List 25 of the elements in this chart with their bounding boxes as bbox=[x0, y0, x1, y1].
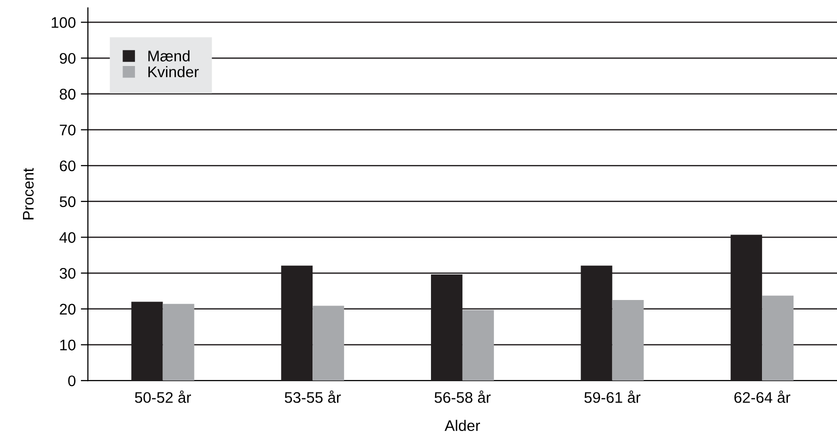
y-tick-label: 100 bbox=[52, 17, 76, 28]
x-tick-label: 50-52 år bbox=[134, 390, 191, 403]
y-tick-label: 70 bbox=[60, 124, 76, 136]
y-tick-label: 40 bbox=[59, 232, 76, 243]
bar bbox=[762, 296, 794, 381]
y-axis-title: Procent bbox=[23, 168, 34, 220]
x-tick-label: 53-55 år bbox=[284, 390, 341, 403]
y-tick-label: 50 bbox=[60, 196, 76, 208]
x-tick-label: 59-61 år bbox=[584, 390, 640, 403]
y-tick-label: 60 bbox=[60, 160, 76, 172]
bar bbox=[462, 310, 494, 381]
bar bbox=[162, 304, 194, 381]
legend-label: Kvinder bbox=[148, 66, 199, 78]
x-tick-label: 56-58 år bbox=[434, 390, 491, 403]
x-tick-label: 62-64 år bbox=[734, 390, 790, 403]
legend-label: Mænd bbox=[148, 50, 190, 62]
y-tick-label: 80 bbox=[60, 88, 76, 100]
bar bbox=[612, 300, 644, 381]
y-tick-label: 0 bbox=[68, 375, 76, 386]
y-tick-label: 30 bbox=[60, 268, 76, 279]
x-axis-title: Alder bbox=[444, 420, 480, 432]
y-tick-label: 20 bbox=[60, 304, 76, 315]
y-tick-label: 10 bbox=[60, 340, 76, 350]
y-tick-label: 90 bbox=[60, 52, 76, 64]
bar bbox=[312, 306, 344, 381]
